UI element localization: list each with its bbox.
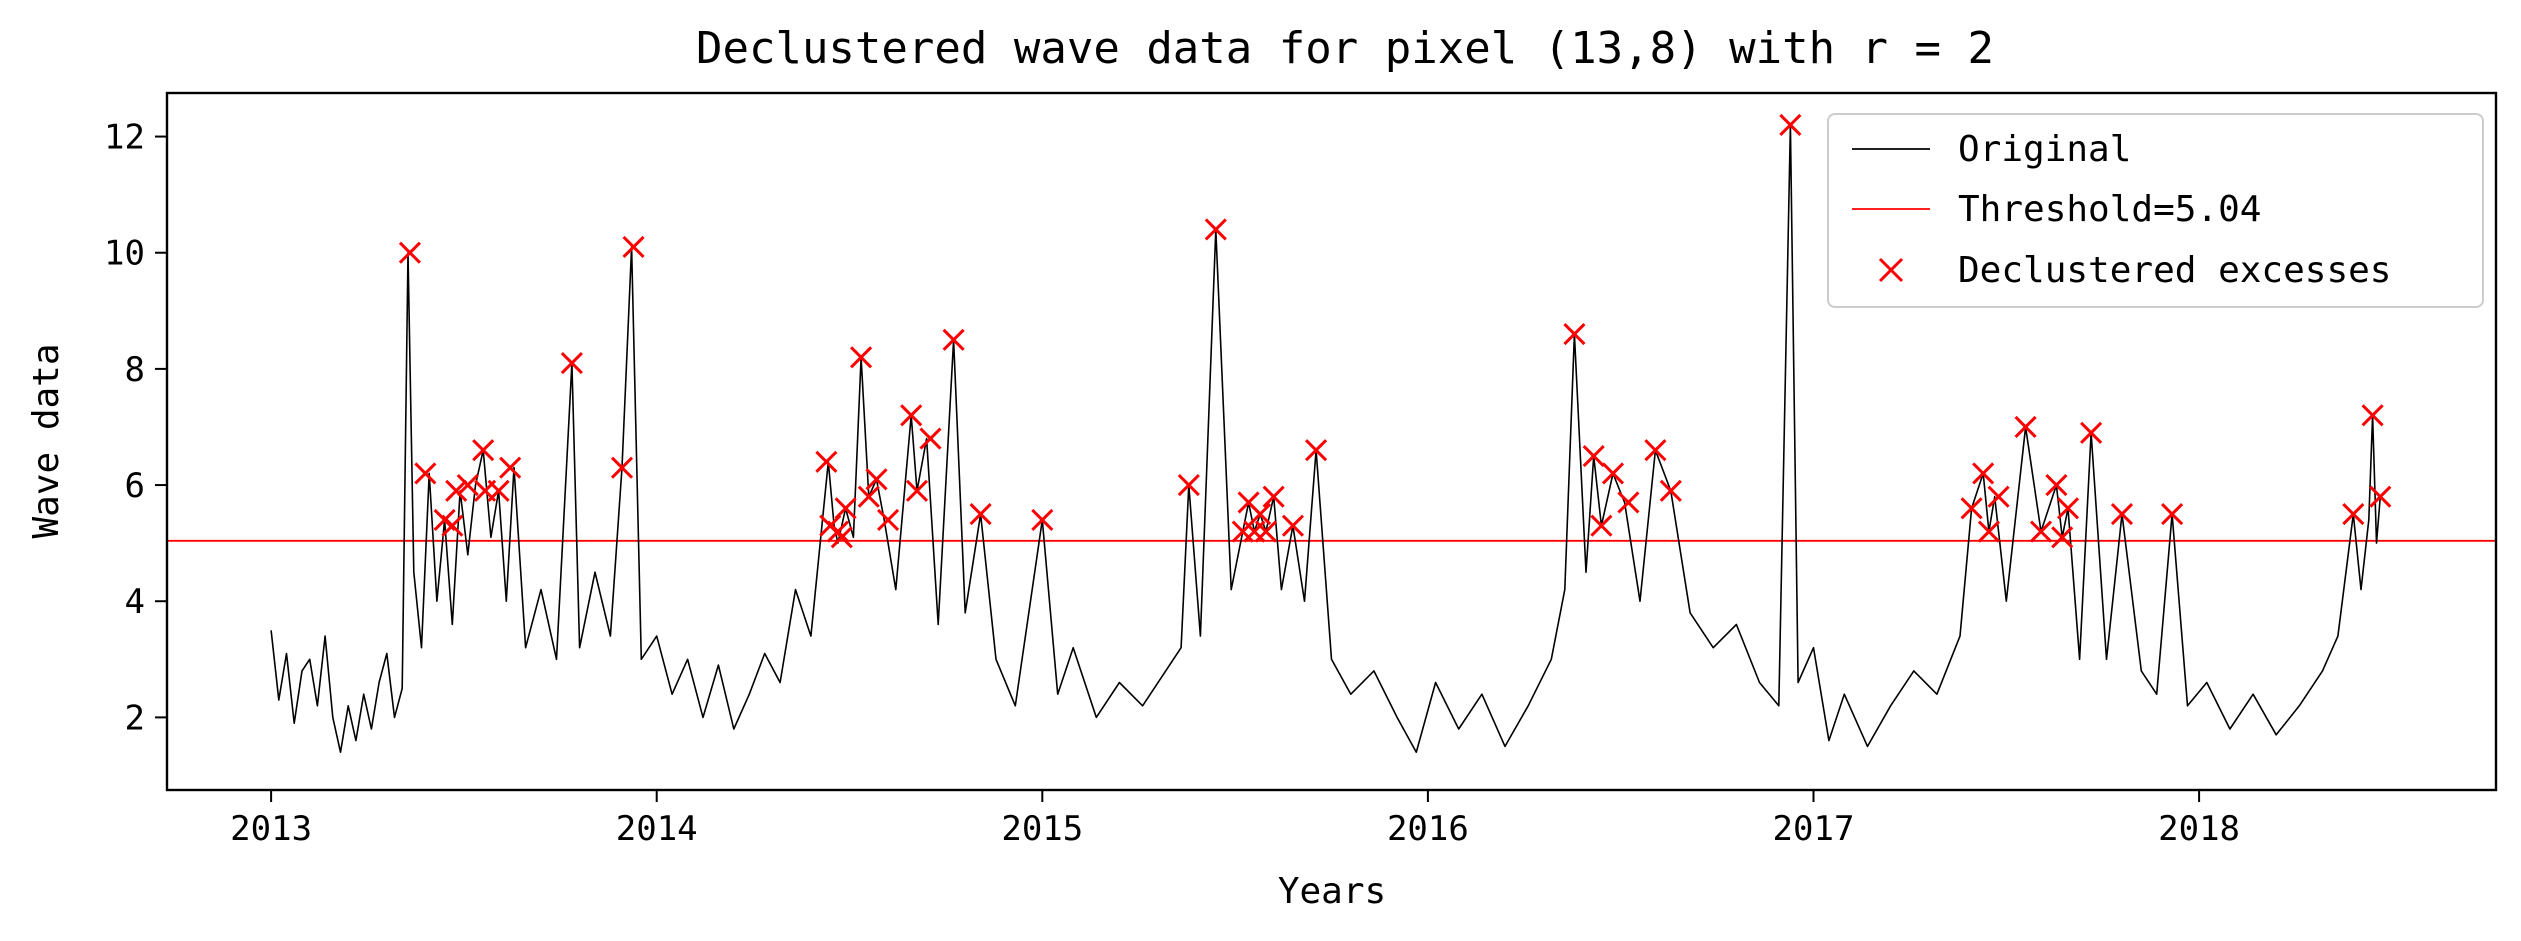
excess-marker [1031,508,1054,531]
excess-marker [2045,474,2068,497]
excess-marker [1659,479,1682,502]
excess-marker [1617,491,1640,514]
excess-marker [1601,462,1625,485]
plot-frame [165,91,2498,792]
legend-label-threshold: Threshold=5.04 [1958,189,2261,230]
series-line-original [270,124,2382,753]
legend: Original Threshold=5.04 Declustered exce… [1827,113,2484,308]
x-tick-label: 2013 [230,809,312,849]
y-tick-label: 8 [125,350,145,390]
excess-marker [1262,485,1285,508]
y-axis-label: Wave data [26,343,67,538]
excess-marker [1204,218,1227,241]
excess-marker [1644,439,1667,462]
excess-marker [1281,514,1305,537]
excess-marker [2029,520,2053,543]
excess-marker [560,352,583,375]
excess-marker [2051,526,2074,549]
excess-marker [1249,503,1272,526]
excess-marker [1779,113,1802,137]
excess-marker [834,497,857,520]
x-tick-label: 2018 [2158,809,2240,849]
excess-marker [900,404,923,427]
excess-marker [2014,415,2037,439]
excess-marker [1563,322,1586,346]
excess-marker [905,479,929,502]
y-tick-label: 10 [104,234,145,274]
y-tick-label: 2 [125,698,145,738]
excess-marker [877,508,900,531]
y-tick-label: 6 [125,466,145,506]
excess-marker [2080,421,2103,444]
excess-marker [850,346,873,369]
excess-marker [1177,474,1200,497]
legend-swatch-excess [1878,257,1904,283]
y-tick-label: 4 [125,582,145,622]
excess-marker [1960,497,1983,520]
excess-marker [414,462,437,485]
excess-marker [865,468,888,491]
excess-marker [1590,514,1613,537]
excess-marker [1977,520,2001,543]
excess-marker [445,479,468,502]
excess-marker [1972,462,1995,485]
excess-marker [472,439,495,462]
excess-marker [1987,485,2010,508]
legend-label-original: Original [1958,129,2131,170]
excess-marker [919,427,942,450]
excess-marker [499,456,522,479]
chart-title: Declustered wave data for pixel (13,8) w… [696,23,1994,74]
y-tick-label: 12 [104,118,145,158]
excess-marker [1254,520,1278,543]
excess-marker [441,514,464,537]
plot-area [165,91,2498,792]
excess-marker [622,235,645,258]
x-tick-label: 2017 [1773,809,1855,849]
excess-marker [1243,520,1266,543]
excess-marker [2110,503,2134,526]
x-tick-label: 2015 [1001,809,1083,849]
excess-marker [1582,444,1605,468]
excess-marker [2161,503,2184,526]
x-axis: 2013 2014 2015 2016 2017 2018 [230,790,2240,849]
x-tick-label: 2014 [616,809,698,849]
excess-marker [456,474,479,497]
excess-marker [2056,497,2080,520]
excess-marker [610,456,634,479]
series-group [167,113,2496,753]
excess-marker [815,450,838,473]
excess-marker [1305,439,1328,462]
excess-marker [2361,404,2384,427]
excess-marker [969,503,992,526]
excess-marker [487,479,510,502]
legend-label-excess: Declustered excesses [1958,250,2391,291]
excess-marker [1231,520,1254,543]
y-axis: 2 4 6 8 10 12 [104,118,167,738]
legend-frame [1827,113,2484,308]
excess-marker [398,241,421,264]
excess-marker [830,526,853,549]
excess-marker [942,328,965,351]
excess-marker [857,485,880,508]
x-tick-label: 2016 [1387,809,1469,849]
excess-marker [2342,503,2365,526]
excess-marker [2369,485,2392,508]
x-axis-label: Years [1278,871,1386,912]
